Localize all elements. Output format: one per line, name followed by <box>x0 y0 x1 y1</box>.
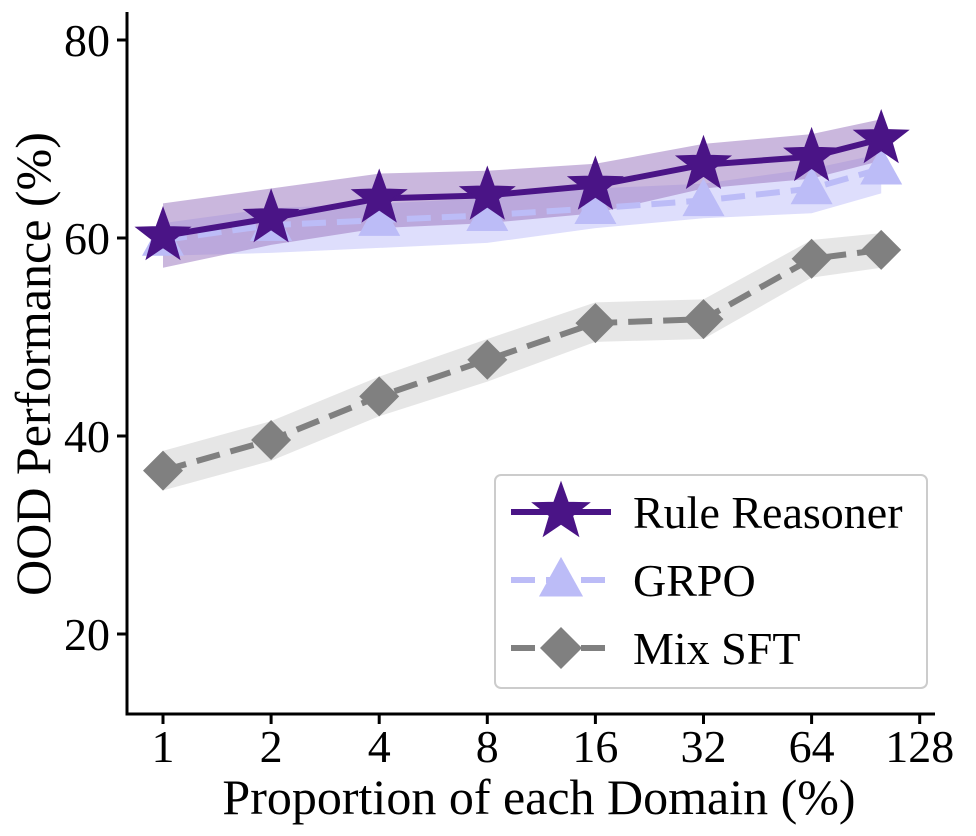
grpo-point <box>790 166 833 205</box>
grpo-point <box>682 178 725 217</box>
rule-reasoner-point <box>134 206 192 261</box>
mix-sft-legend-label: Mix SFT <box>633 623 800 674</box>
x-tick-label: 128 <box>885 721 954 772</box>
mix-sft-point <box>359 376 400 417</box>
mix-sft-line <box>162 246 882 474</box>
mix-sft-point <box>467 339 508 380</box>
x-tick-label: 8 <box>476 721 499 772</box>
legend-box <box>494 474 928 689</box>
mix-sft-band <box>163 233 882 491</box>
grpo-point <box>358 198 401 236</box>
rule-reasoner-point <box>242 188 300 243</box>
rule-reasoner-point <box>458 165 516 220</box>
x-tick-label: 64 <box>789 721 835 772</box>
x-tick-label: 1 <box>152 721 175 772</box>
y-ticks: 20 40 60 80 <box>64 15 127 660</box>
y-tick-label: 40 <box>64 411 110 462</box>
grpo-point <box>860 146 903 185</box>
x-axis-label: Proportion of each Domain (%) <box>222 769 855 825</box>
y-tick-label: 80 <box>64 15 110 66</box>
grpo-line <box>162 165 883 243</box>
series-markers <box>134 109 910 491</box>
grpo-legend-marker <box>538 556 584 597</box>
rule-reasoner-point <box>350 168 408 223</box>
x-tick-label: 32 <box>681 721 727 772</box>
mix-sft-legend-marker <box>540 627 582 669</box>
y-tick-label: 60 <box>64 213 110 264</box>
mix-sft-point <box>575 303 616 344</box>
y-tick-label: 20 <box>64 609 110 660</box>
grpo-point <box>466 193 509 231</box>
rule-reasoner-point <box>783 126 841 182</box>
x-tick-label: 4 <box>368 721 391 772</box>
mix-sft-point <box>861 229 902 270</box>
x-tick-label: 16 <box>572 721 618 772</box>
rule-reasoner-legend-marker <box>531 480 591 538</box>
mix-sft-point <box>143 450 183 491</box>
mix-sft-point <box>791 238 832 279</box>
rule-reasoner-point <box>566 155 624 210</box>
mix-sft-point <box>251 419 292 460</box>
y-axis-label: OOD Performance (%) <box>5 132 61 596</box>
grpo-legend-label: GRPO <box>633 555 756 606</box>
x-ticks: 1 2 4 8 16 32 64 128 <box>152 714 954 772</box>
legend: Rule Reasoner GRPO Mix SFT <box>494 474 928 689</box>
rule-reasoner-point <box>674 134 733 190</box>
rule-reasoner-point <box>852 109 910 164</box>
grpo-point <box>574 186 617 225</box>
mix-sft-point <box>683 299 724 340</box>
x-tick-label: 2 <box>260 721 283 772</box>
rule-reasoner-legend-label: Rule Reasoner <box>633 487 903 538</box>
